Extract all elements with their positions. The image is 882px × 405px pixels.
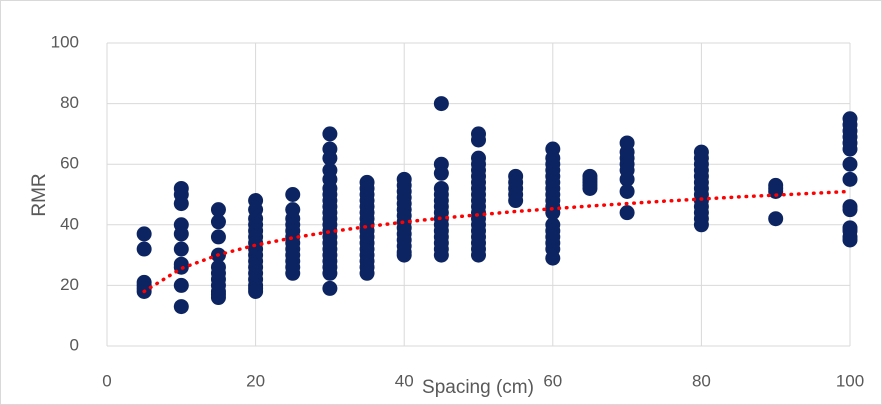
data-point bbox=[768, 211, 784, 227]
x-tick-label: 100 bbox=[836, 371, 864, 390]
x-tick-label: 80 bbox=[692, 371, 711, 390]
data-point bbox=[210, 290, 226, 306]
data-point bbox=[768, 183, 784, 199]
trendline bbox=[142, 189, 852, 294]
x-tick-label: 0 bbox=[102, 371, 111, 390]
data-point bbox=[545, 250, 561, 266]
data-point bbox=[619, 183, 635, 199]
data-point bbox=[136, 226, 152, 242]
data-point bbox=[210, 202, 226, 218]
data-point bbox=[545, 205, 561, 221]
data-point bbox=[619, 171, 635, 187]
data-point bbox=[210, 214, 226, 230]
y-tick-label: 0 bbox=[70, 335, 79, 354]
data-point bbox=[842, 156, 858, 172]
data-point bbox=[322, 126, 338, 142]
data-point bbox=[842, 171, 858, 187]
data-point bbox=[842, 141, 858, 157]
x-tick-label: 20 bbox=[246, 371, 265, 390]
data-point bbox=[471, 247, 486, 263]
data-point bbox=[285, 187, 301, 202]
data-point bbox=[210, 229, 226, 245]
data-point bbox=[842, 232, 858, 248]
data-point bbox=[173, 226, 189, 242]
x-axis-title: Spacing (cm) bbox=[422, 377, 534, 398]
data-point bbox=[508, 193, 524, 209]
data-point bbox=[582, 180, 598, 196]
x-tick-label: 40 bbox=[395, 371, 414, 390]
y-tick-label: 100 bbox=[51, 32, 79, 51]
data-point bbox=[471, 132, 486, 148]
data-point bbox=[173, 241, 189, 257]
data-point bbox=[322, 280, 338, 296]
y-tick-label: 20 bbox=[60, 275, 79, 294]
data-point bbox=[285, 265, 301, 281]
data-point bbox=[359, 265, 375, 281]
x-tick-label: 60 bbox=[543, 371, 562, 390]
data-point bbox=[322, 265, 338, 281]
data-point bbox=[173, 299, 189, 315]
data-point bbox=[433, 165, 449, 181]
data-point bbox=[433, 247, 449, 263]
data-point bbox=[173, 196, 189, 212]
data-point bbox=[396, 247, 412, 263]
y-axis-title: RMR bbox=[29, 173, 50, 216]
data-point bbox=[433, 96, 449, 112]
data-point bbox=[693, 217, 709, 233]
data-point bbox=[248, 283, 264, 299]
y-tick-label: 40 bbox=[60, 214, 79, 233]
data-point bbox=[619, 205, 635, 221]
data-point bbox=[173, 277, 189, 293]
data-point bbox=[136, 241, 152, 257]
data-point bbox=[322, 150, 338, 166]
data-point bbox=[842, 202, 858, 218]
y-tick-label: 80 bbox=[60, 93, 79, 112]
y-tick-label: 60 bbox=[60, 154, 79, 173]
